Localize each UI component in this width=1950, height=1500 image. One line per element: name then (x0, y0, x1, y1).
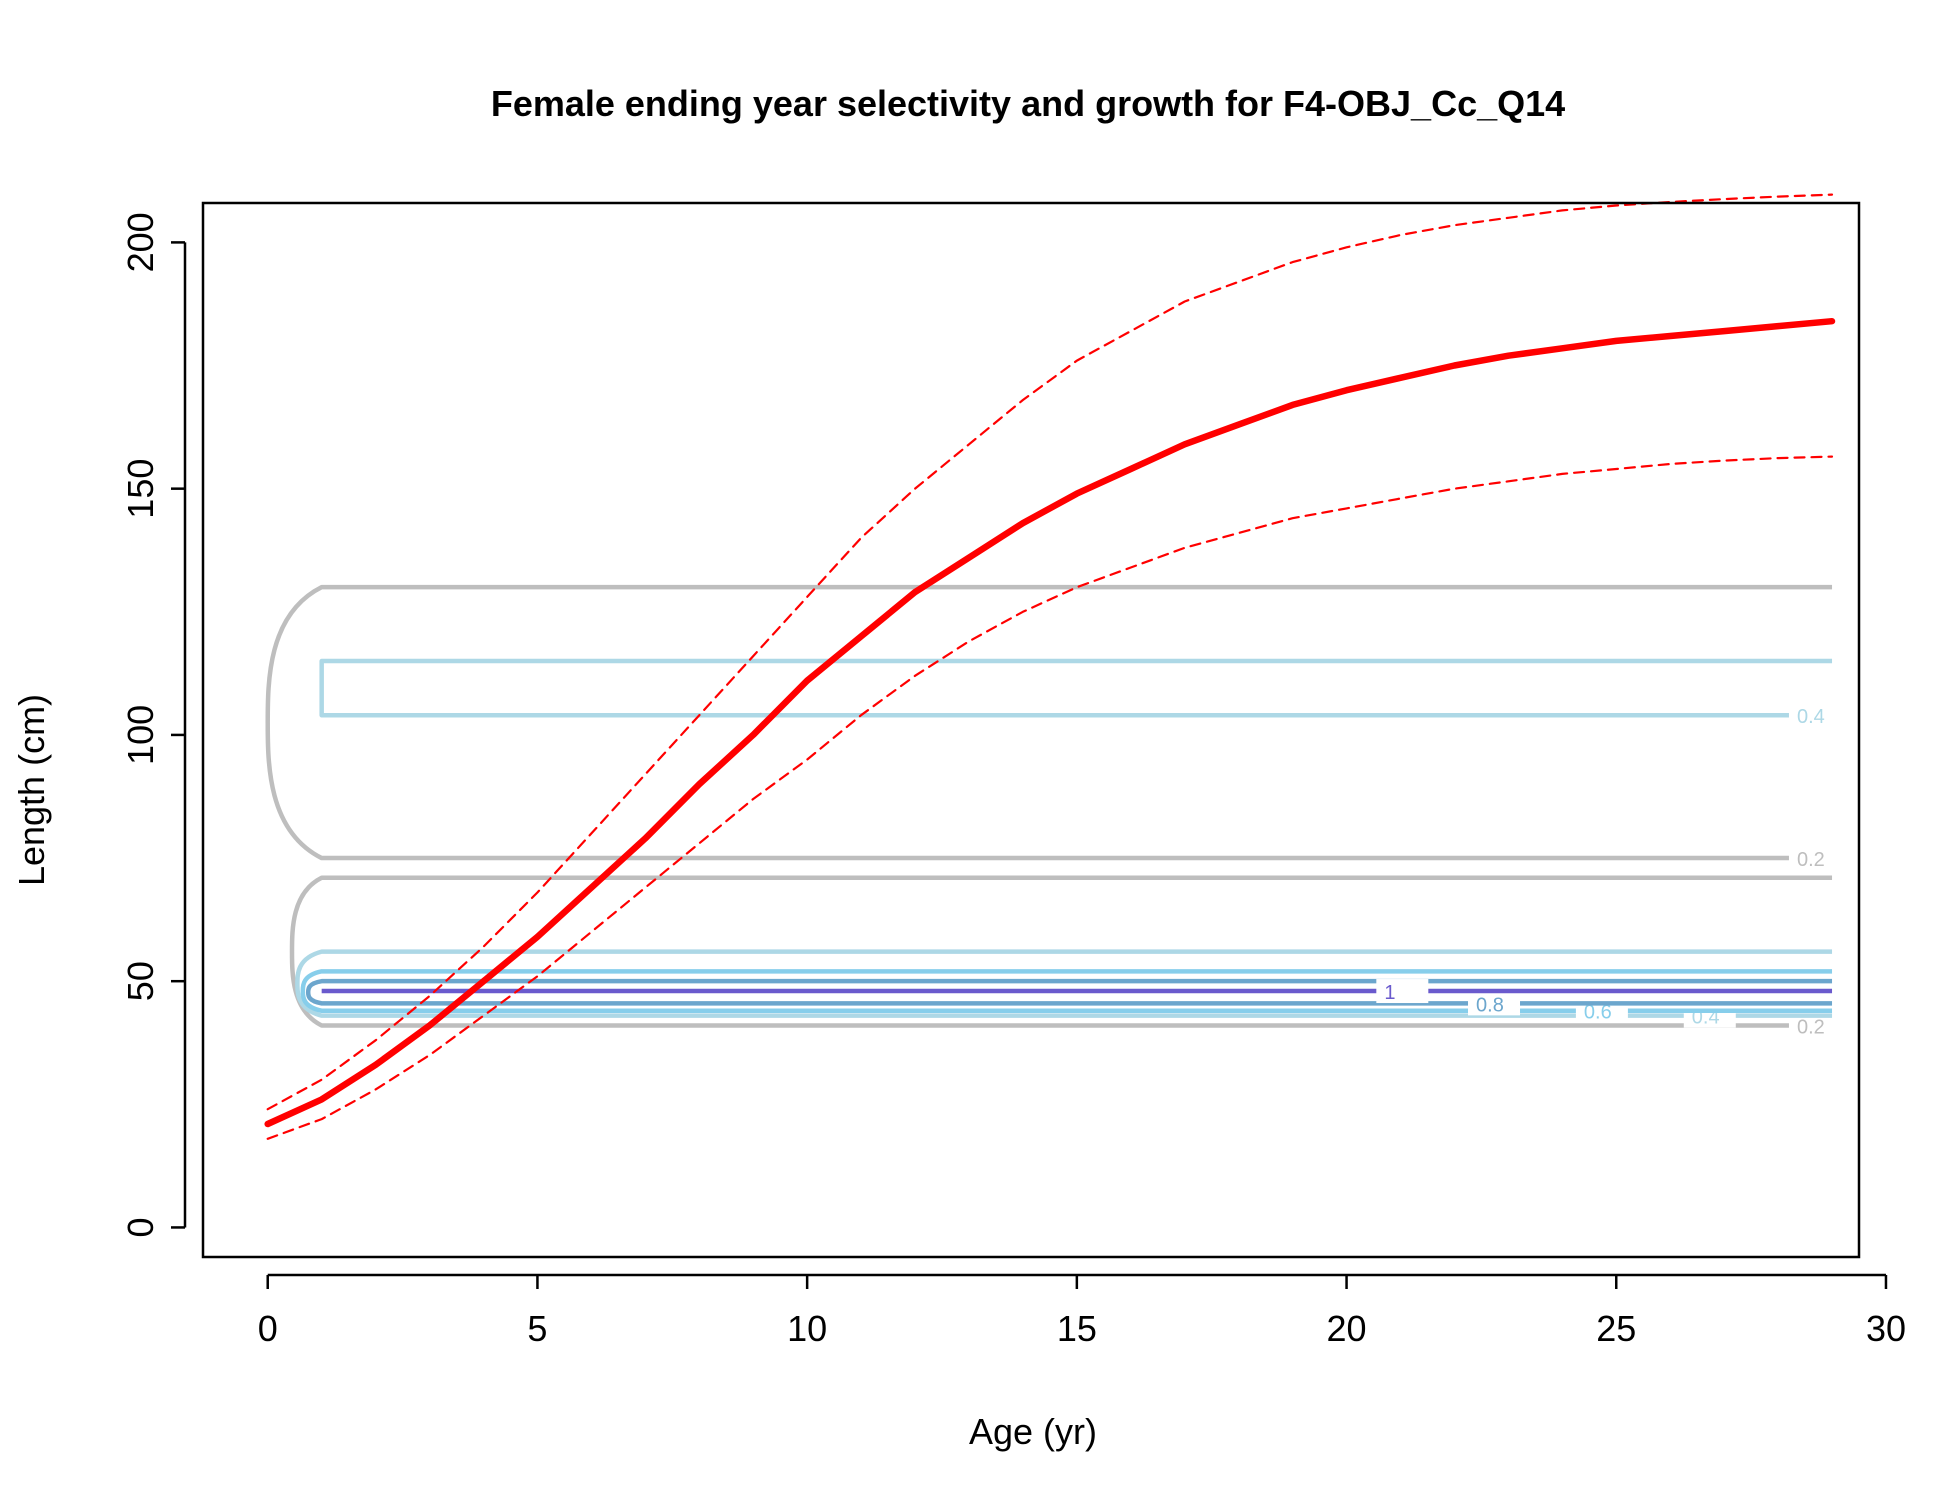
x-tick-label: 15 (1057, 1308, 1097, 1349)
contour-label: 0.2 (1797, 1017, 1825, 1039)
x-tick-label: 25 (1596, 1308, 1636, 1349)
y-tick-label: 150 (120, 459, 161, 519)
y-tick-label: 200 (120, 212, 161, 272)
y-tick-label: 0 (120, 1217, 161, 1237)
contour-line (289, 875, 1833, 1028)
contour-label: 0.6 (1584, 1002, 1612, 1024)
chart-title: Female ending year selectivity and growt… (491, 83, 1565, 124)
plot-frame (201, 201, 1861, 1259)
y-tick-label: 100 (120, 705, 161, 765)
y-axis-title: Length (cm) (11, 694, 52, 886)
x-tick-label: 20 (1327, 1308, 1367, 1349)
growth-curve (264, 317, 1836, 1128)
x-tick-label: 0 (258, 1308, 278, 1349)
contour-line (319, 658, 1833, 718)
contour-line (295, 949, 1833, 1018)
x-tick-label: 5 (527, 1308, 547, 1349)
contour-line (305, 978, 1833, 1006)
contour-label-bg (1788, 703, 1841, 728)
x-tick-label: 30 (1866, 1308, 1906, 1349)
contour-label-bg (1468, 991, 1521, 1016)
growth-curves (264, 193, 1836, 1140)
growth-interval-curve (266, 455, 1834, 1140)
x-axis-title: Age (yr) (969, 1411, 1097, 1452)
contour-line (300, 969, 1833, 1013)
contour-label: 0.8 (1476, 994, 1504, 1016)
y-tick-label: 50 (120, 961, 161, 1001)
contour-label-bg (1788, 846, 1841, 871)
selectivity-contours: 0.20.40.20.40.60.81 (265, 584, 1841, 1039)
x-tick-label: 10 (787, 1308, 827, 1349)
contour-line (265, 584, 1833, 861)
y-axis: 0 50 100 150 200 (120, 212, 187, 1237)
x-axis: 0 5 10 15 20 25 30 (258, 1273, 1906, 1349)
contour-label-bg (1376, 979, 1429, 1004)
growth-interval-curve (266, 193, 1834, 1111)
contour-label: 0.4 (1797, 706, 1825, 728)
contour-label: 0.2 (1797, 849, 1825, 871)
contour-label: 1 (1384, 982, 1395, 1004)
contour-label-bg (1683, 1003, 1736, 1028)
